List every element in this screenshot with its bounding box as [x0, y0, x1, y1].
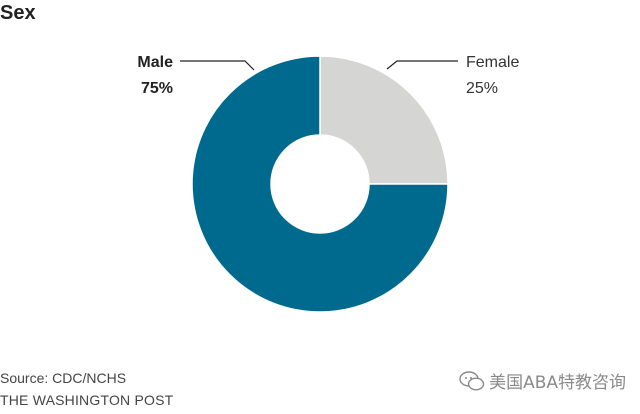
watermark-text: 美国ABA特教咨询 — [489, 373, 626, 393]
female-label: Female — [466, 54, 519, 71]
male-leader-line — [180, 60, 255, 71]
watermark: 美国ABA特教咨询 — [459, 368, 626, 393]
slice-female — [319, 55, 449, 185]
wechat-icon — [459, 370, 485, 391]
female-value-label: 25% — [466, 80, 498, 97]
slice-male — [191, 55, 449, 313]
female-leader-line — [386, 60, 458, 70]
source-note: Source: CDC/NCHS — [0, 370, 127, 386]
male-value-label: 75% — [141, 80, 173, 97]
chart-title: Sex — [0, 2, 36, 24]
donut-slices — [191, 55, 449, 313]
male-label: Male — [137, 54, 173, 71]
publisher-credit: THE WASHINGTON POST — [0, 392, 174, 408]
